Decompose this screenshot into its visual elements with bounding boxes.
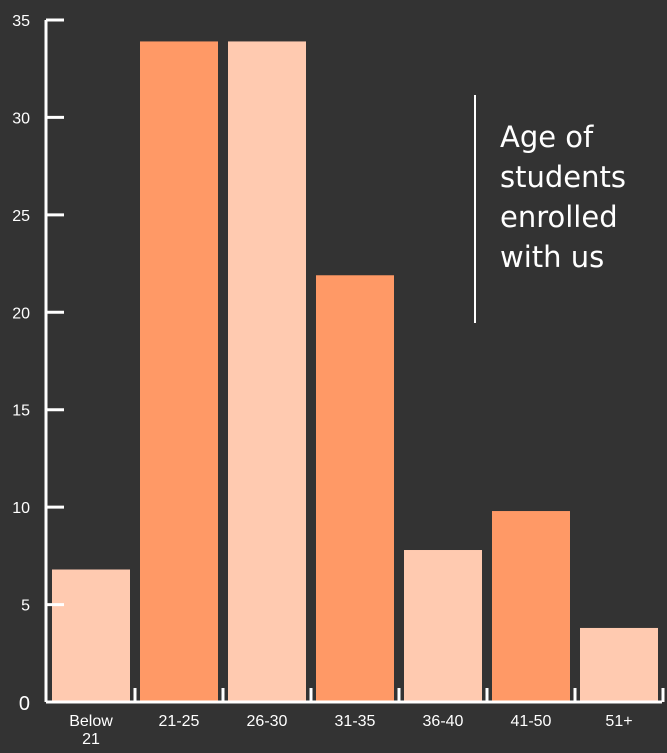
y-tick-label-1: 5 (21, 598, 30, 615)
bar-2 (228, 41, 306, 703)
bar-5 (492, 511, 570, 702)
x-tick-label-3: 31-35 (335, 713, 376, 730)
y-tick-label-5: 25 (12, 208, 30, 225)
y-tick-label-3: 15 (12, 403, 30, 420)
chart-title-line-2: enrolled (500, 200, 618, 234)
bars-group (52, 41, 658, 703)
x-tick-label-4: 36-40 (423, 713, 464, 730)
y-tick-label-7: 35 (12, 13, 30, 30)
x-tick-label-5: 41-50 (511, 713, 552, 730)
chart-title: Age of students enrolled with us (474, 95, 626, 323)
bar-6 (580, 627, 658, 702)
chart-title-line-1: students (500, 160, 626, 194)
bar-1 (140, 41, 218, 703)
y-tick-label-2: 10 (12, 500, 30, 517)
bar-0 (52, 569, 130, 702)
x-tick-label-1: 21-25 (159, 713, 200, 730)
chart-title-line-0: Age of (500, 120, 594, 154)
y-tick-label-0: 0 (19, 693, 30, 715)
x-tick-label-6: 51+ (605, 713, 632, 730)
x-axis: Below 21 21-25 26-30 31-35 36-40 41-50 51+ (46, 688, 665, 748)
x-tick-label-2: 26-30 (247, 713, 288, 730)
y-tick-label-4: 20 (12, 305, 30, 322)
x-tick-label-0: Below 21 (69, 713, 113, 748)
y-tick-label-6: 30 (12, 110, 30, 127)
bar-4 (404, 550, 482, 702)
bar-3 (316, 275, 394, 702)
chart-title-line-3: with us (500, 240, 604, 274)
